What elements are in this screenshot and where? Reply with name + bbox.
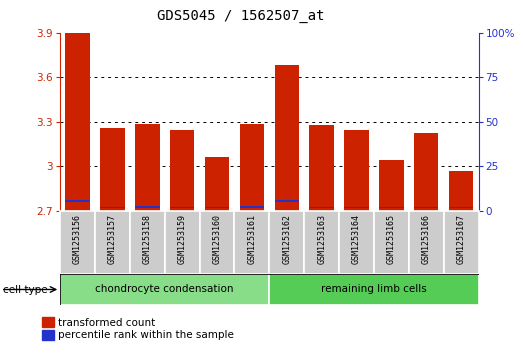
Bar	[449, 207, 473, 208]
Text: GSM1253159: GSM1253159	[178, 214, 187, 264]
Bar	[275, 200, 299, 203]
Bar	[95, 211, 130, 274]
Bar	[170, 207, 195, 208]
Bar	[275, 65, 299, 211]
Text: GSM1253166: GSM1253166	[422, 214, 431, 264]
Bar	[205, 157, 229, 211]
Bar	[269, 211, 304, 274]
Text: GSM1253167: GSM1253167	[457, 214, 465, 264]
Bar	[339, 211, 374, 274]
Text: GSM1253165: GSM1253165	[387, 214, 396, 264]
Text: GSM1253163: GSM1253163	[317, 214, 326, 264]
Bar	[310, 125, 334, 211]
Bar	[240, 206, 264, 208]
Bar	[205, 207, 229, 208]
Bar	[65, 200, 90, 203]
Bar	[65, 33, 90, 211]
Bar	[344, 207, 369, 208]
Text: GSM1253157: GSM1253157	[108, 214, 117, 264]
Text: GSM1253156: GSM1253156	[73, 214, 82, 264]
Bar	[379, 207, 404, 208]
Bar	[374, 211, 409, 274]
Bar	[240, 124, 264, 211]
Bar	[135, 124, 160, 211]
Text: GSM1253160: GSM1253160	[212, 214, 222, 264]
Bar	[310, 207, 334, 208]
Text: GDS5045 / 1562507_at: GDS5045 / 1562507_at	[157, 9, 324, 23]
Bar	[379, 160, 404, 211]
Bar	[100, 207, 124, 208]
Bar	[60, 274, 269, 305]
Text: GSM1253161: GSM1253161	[247, 214, 256, 264]
Bar	[100, 128, 124, 211]
Text: chondrocyte condensation: chondrocyte condensation	[96, 285, 234, 294]
Text: cell type: cell type	[3, 285, 47, 295]
Bar	[269, 274, 479, 305]
Bar	[344, 130, 369, 211]
Bar	[304, 211, 339, 274]
Text: remaining limb cells: remaining limb cells	[321, 285, 427, 294]
Text: GSM1253158: GSM1253158	[143, 214, 152, 264]
Bar	[60, 211, 95, 274]
Bar	[130, 211, 165, 274]
Legend: transformed count, percentile rank within the sample: transformed count, percentile rank withi…	[42, 317, 234, 340]
Bar	[414, 207, 438, 208]
Bar	[444, 211, 479, 274]
Bar	[414, 134, 438, 211]
Bar	[234, 211, 269, 274]
Text: GSM1253164: GSM1253164	[352, 214, 361, 264]
Bar	[165, 211, 200, 274]
Bar	[200, 211, 234, 274]
Bar	[170, 130, 195, 211]
Bar	[409, 211, 444, 274]
Bar	[135, 206, 160, 208]
Bar	[449, 171, 473, 211]
Text: GSM1253162: GSM1253162	[282, 214, 291, 264]
